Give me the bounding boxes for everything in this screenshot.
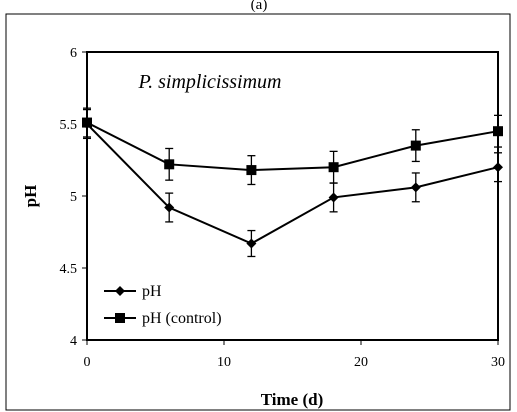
series-layer	[82, 107, 503, 258]
legend-label-ph-control: pH (control)	[142, 310, 222, 327]
data-point-square	[164, 159, 175, 170]
x-tick-label: 20	[354, 355, 368, 370]
y-tick-label: 4	[70, 334, 77, 349]
data-point-diamond	[493, 162, 503, 173]
legend-marker-square	[115, 313, 125, 323]
data-point-square	[410, 140, 421, 151]
x-axis-ticks: 0 10 20 30	[84, 340, 505, 370]
data-point-diamond	[246, 238, 257, 249]
series-ph	[82, 108, 503, 258]
legend: pH pH (control)	[104, 283, 222, 327]
data-point-diamond	[328, 192, 339, 203]
y-tick-label: 5	[70, 190, 77, 205]
y-tick-label: 4.5	[60, 262, 78, 277]
data-point-square	[493, 126, 503, 137]
series-line	[86, 121, 499, 172]
x-tick-label: 30	[491, 355, 505, 370]
y-tick-label: 6	[70, 46, 77, 61]
data-point-diamond	[164, 202, 175, 213]
x-tick-label: 10	[217, 355, 231, 370]
y-tick-label: 5.5	[60, 118, 78, 133]
data-point-square	[328, 162, 339, 173]
legend-marker-diamond	[115, 286, 125, 296]
data-point-diamond	[410, 182, 421, 193]
data-point-square	[246, 165, 257, 176]
series-line	[86, 123, 499, 245]
panel-label: (a)	[251, 0, 268, 13]
y-axis-ticks: 4 4.5 5 5.5 6	[60, 46, 87, 349]
x-axis-title: Time (d)	[261, 390, 324, 409]
x-tick-label: 0	[84, 355, 91, 370]
data-point-square	[82, 117, 92, 128]
chart-area-border	[5, 13, 511, 411]
y-axis-title: pH	[21, 185, 40, 208]
legend-label-ph: pH	[142, 283, 162, 300]
series-ph-control	[82, 107, 503, 186]
species-annotation: P. simplicissimum	[138, 71, 282, 93]
